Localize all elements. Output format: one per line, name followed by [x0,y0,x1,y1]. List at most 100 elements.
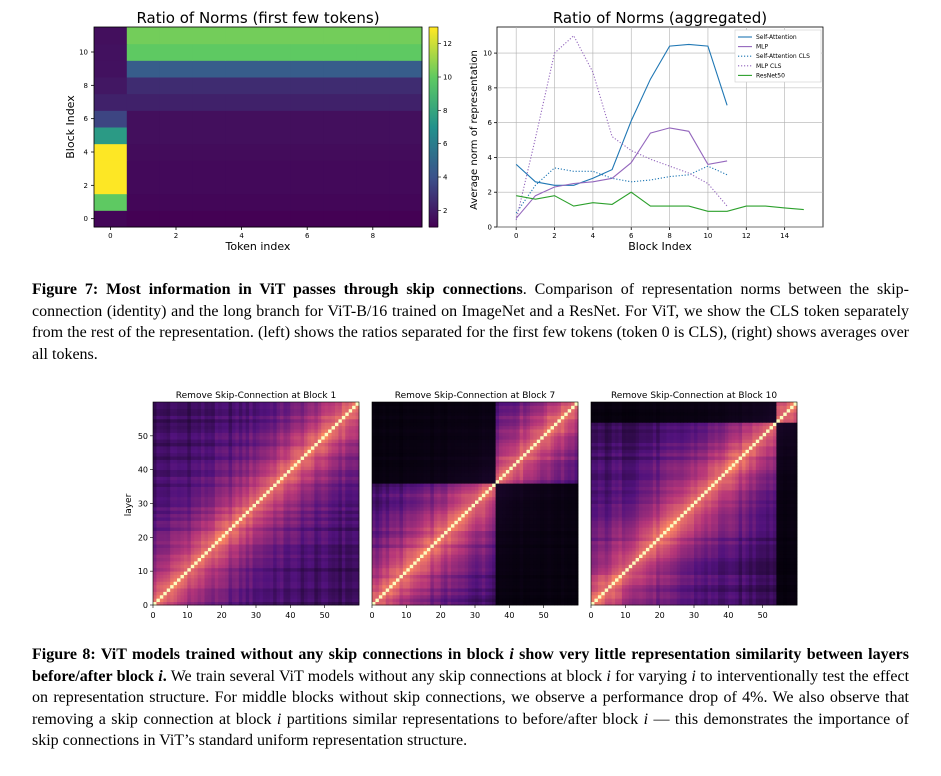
similarity-cell [423,544,428,548]
similarity-cell [211,405,216,410]
similarity-cell [437,574,442,579]
similarity-cell [163,564,168,569]
similarity-cell [416,564,421,569]
similarity-cell [276,489,281,494]
similarity-cell [273,449,277,454]
similarity-cell [385,544,390,548]
similarity-cell [262,466,267,471]
similarity-cell [190,493,195,498]
similarity-cell [372,591,376,596]
similarity-cell [163,452,168,457]
similarity-cell [321,506,326,511]
similarity-cell [283,547,288,552]
similarity-cell [310,445,315,450]
similarity-cell [262,510,267,515]
similarity-cell [235,442,240,447]
similarity-cell [355,500,360,504]
similarity-cell [252,405,257,410]
similarity-cell [256,496,260,501]
similarity-cell [348,408,353,413]
similarity-cell [307,581,312,586]
similarity-cell [307,588,312,592]
similarity-cell [225,442,229,447]
similarity-cell [262,402,267,406]
similarity-cell [156,483,161,487]
similarity-cell [560,567,565,572]
similarity-cell [440,561,445,565]
similarity-cell [341,496,346,501]
similarity-cell [266,547,271,552]
similarity-cell [242,402,247,406]
similarity-cell [389,581,393,586]
similarity-cell [317,442,322,447]
similarity-cell [173,554,178,559]
similarity-cell [307,473,312,477]
similarity-cell [173,408,178,413]
similarity-cell [259,432,264,437]
similarity-cell [307,533,312,538]
similarity-cell [228,486,233,491]
similarity-cell [276,584,281,589]
similarity-cell [334,432,339,437]
similarity-cell [426,577,431,582]
similarity-cell [218,439,223,443]
similarity-cell [341,581,346,586]
similarity-cell [269,483,274,487]
similarity-cell [533,601,538,606]
similarity-cell [341,466,346,471]
similarity-cell [256,473,260,477]
similarity-cell [409,567,414,572]
similarity-cell [231,439,236,443]
similarity-cell [557,601,562,606]
similarity-cell [300,533,305,538]
similarity-cell [416,554,421,559]
similarity-cell [382,584,387,589]
heatmap-cell [94,160,128,178]
similarity-cell [283,550,288,555]
similarity-cell [375,571,380,575]
similarity-cell [249,456,253,460]
similarity-cell [375,598,380,603]
similarity-cell [159,571,164,575]
similarity-cell [355,425,360,430]
similarity-cell [317,544,322,548]
similarity-cell [153,544,157,548]
similarity-cell [187,422,192,427]
similarity-cell [156,493,161,498]
similarity-cell [159,462,164,467]
similarity-cell [304,483,308,487]
similarity-cell [430,571,435,575]
similarity-cell [180,584,185,589]
similarity-cell [273,442,277,447]
similarity-cell [341,415,346,420]
similarity-cell [259,483,264,487]
similarity-cell [207,527,212,531]
similarity-cell [314,530,319,535]
similarity-cell [245,405,250,410]
similarity-cell [352,598,356,603]
similarity-cell [159,598,164,603]
similarity-cell [516,594,521,599]
similarity-cell [153,550,157,555]
similarity-cell [413,577,418,582]
similarity-cell [331,557,336,562]
similarity-cell [338,574,343,579]
similarity-cell [307,466,312,471]
similarity-cell [166,601,171,606]
similarity-cell [324,544,329,548]
similarity-cell [153,469,157,474]
similarity-cell [310,496,315,501]
similarity-cell [269,594,274,599]
heatmap-cell [192,210,226,228]
similarity-cell [533,584,538,589]
similarity-cell [286,520,291,525]
similarity-cell [300,567,305,572]
similarity-cell [180,520,185,525]
similarity-cell [163,567,168,572]
similarity-cell [321,429,326,433]
similarity-cell [204,530,209,535]
similarity-cell [163,483,168,487]
similarity-cell [317,533,322,538]
similarity-cell [345,489,350,494]
similarity-cell [389,594,393,599]
